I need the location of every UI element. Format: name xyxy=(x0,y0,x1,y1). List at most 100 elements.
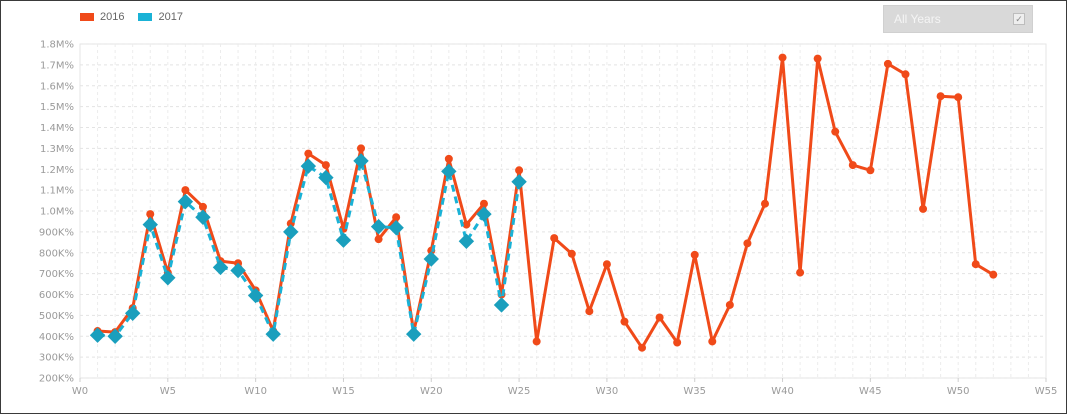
data-point-2017 xyxy=(107,328,123,344)
data-point-2016 xyxy=(848,161,857,170)
data-point-2016 xyxy=(532,337,541,346)
data-point-2017 xyxy=(476,206,492,222)
year-filter-dropdown[interactable]: All Years ✓ xyxy=(883,5,1033,33)
x-tick-label: W20 xyxy=(420,386,443,397)
data-point-2017 xyxy=(335,232,352,248)
data-point-2016 xyxy=(515,166,524,175)
y-tick-label: 200K% xyxy=(39,374,74,385)
x-tick-label: W55 xyxy=(1035,386,1058,397)
legend-label-2016: 2016 xyxy=(100,11,125,23)
data-point-2016 xyxy=(357,144,366,153)
data-point-2016 xyxy=(585,307,594,316)
y-tick-label: 300K% xyxy=(39,353,74,364)
data-point-2016 xyxy=(690,250,699,259)
data-point-2016 xyxy=(602,260,611,269)
y-tick-label: 1.6M% xyxy=(40,81,74,92)
data-point-2016 xyxy=(655,313,664,322)
data-point-2017 xyxy=(441,163,457,180)
y-tick-label: 1.5M% xyxy=(40,102,74,113)
data-point-2016 xyxy=(919,204,928,213)
data-point-2016 xyxy=(778,53,787,62)
legend-swatch-2016 xyxy=(80,13,94,21)
y-tick-label: 1.7M% xyxy=(40,60,74,71)
data-point-2017 xyxy=(493,297,510,313)
data-point-2016 xyxy=(181,186,190,195)
data-point-2017 xyxy=(423,251,439,267)
x-tick-label: W35 xyxy=(683,386,706,397)
data-point-2016 xyxy=(304,149,313,158)
data-point-2016 xyxy=(971,260,980,269)
data-point-2016 xyxy=(883,59,892,68)
data-point-2017 xyxy=(124,305,141,321)
x-tick-label: W25 xyxy=(508,386,531,397)
data-point-2016 xyxy=(831,127,840,136)
check-icon[interactable]: ✓ xyxy=(1013,13,1025,25)
legend-label-2017: 2017 xyxy=(158,11,183,23)
data-point-2016 xyxy=(708,337,717,346)
x-tick-label: W15 xyxy=(332,386,355,397)
data-point-2017 xyxy=(142,216,158,233)
data-point-2017 xyxy=(370,218,387,235)
x-tick-label: W10 xyxy=(244,386,267,397)
data-point-2016 xyxy=(567,249,576,258)
data-point-2016 xyxy=(936,92,945,101)
data-point-2016 xyxy=(444,154,453,163)
data-point-2017 xyxy=(283,224,299,240)
x-tick-label: W0 xyxy=(72,386,88,397)
data-point-2016 xyxy=(989,270,998,279)
data-point-2016 xyxy=(743,239,752,248)
year-filter-label: All Years xyxy=(894,12,941,26)
data-point-2017 xyxy=(247,287,264,304)
data-point-2016 xyxy=(462,220,471,229)
data-point-2016 xyxy=(146,210,155,219)
x-tick-label: W40 xyxy=(771,386,794,397)
data-point-2017 xyxy=(212,259,229,276)
y-tick-label: 1.2M% xyxy=(40,165,74,176)
data-point-2017 xyxy=(265,326,281,342)
data-point-2016 xyxy=(198,202,207,211)
data-point-2017 xyxy=(300,158,317,174)
y-tick-label: 400K% xyxy=(39,332,74,343)
legend: 2016 2017 xyxy=(80,11,183,23)
data-point-2016 xyxy=(620,317,629,326)
data-point-2016 xyxy=(638,343,647,352)
legend-item-2017[interactable]: 2017 xyxy=(138,11,183,23)
data-point-2017 xyxy=(388,219,404,236)
series-line-2016 xyxy=(96,56,995,350)
legend-swatch-2017 xyxy=(138,13,153,21)
data-point-2016 xyxy=(901,70,910,79)
legend-item-2016[interactable]: 2016 xyxy=(80,11,124,23)
data-point-2017 xyxy=(353,153,369,169)
data-point-2016 xyxy=(374,235,383,244)
data-point-2017 xyxy=(195,209,211,225)
data-point-2016 xyxy=(392,213,401,222)
data-point-2016 xyxy=(760,199,769,208)
data-point-2016 xyxy=(866,166,875,175)
data-point-2017 xyxy=(177,193,194,210)
y-tick-label: 1.3M% xyxy=(40,144,74,155)
data-point-2017 xyxy=(230,262,246,279)
data-point-2017 xyxy=(458,233,475,249)
data-point-2017 xyxy=(406,326,422,342)
data-point-2016 xyxy=(550,234,559,243)
y-tick-label: 1.8M% xyxy=(40,40,74,51)
data-point-2017 xyxy=(89,327,106,343)
data-point-2016 xyxy=(479,199,488,208)
data-point-2016 xyxy=(321,161,330,170)
x-tick-label: W45 xyxy=(859,386,882,397)
data-point-2017 xyxy=(160,270,176,286)
y-tick-label: 500K% xyxy=(39,311,74,322)
data-point-2016 xyxy=(813,54,822,63)
x-tick-label: W30 xyxy=(596,386,619,397)
data-point-2016 xyxy=(796,268,805,277)
data-point-2016 xyxy=(725,300,734,309)
y-tick-label: 700K% xyxy=(39,269,74,280)
y-tick-label: 1.1M% xyxy=(40,186,74,197)
y-tick-label: 1.4M% xyxy=(40,123,74,134)
data-point-2017 xyxy=(318,169,334,186)
y-tick-label: 900K% xyxy=(39,227,74,238)
x-tick-label: W50 xyxy=(947,386,970,397)
data-point-2016 xyxy=(954,93,963,102)
